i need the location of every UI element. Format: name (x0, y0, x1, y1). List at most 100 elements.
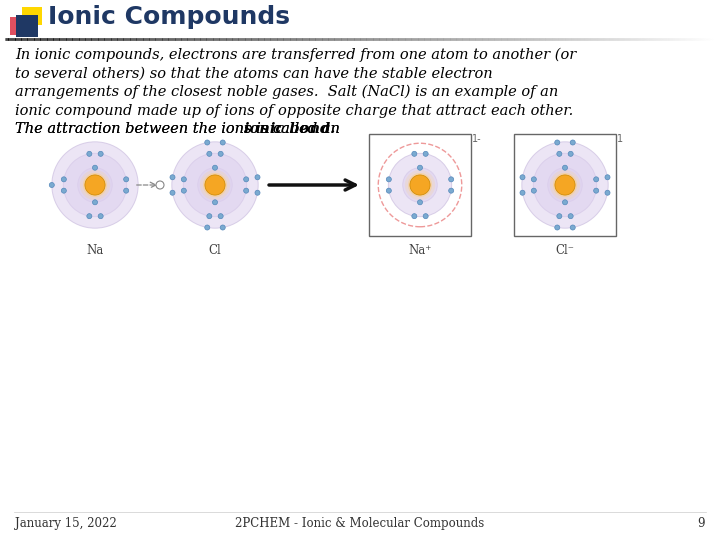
Circle shape (203, 173, 227, 197)
Circle shape (410, 175, 430, 195)
Circle shape (605, 175, 610, 180)
Circle shape (408, 173, 432, 197)
Ellipse shape (172, 142, 258, 228)
Text: to several others) so that the atoms can have the stable electron: to several others) so that the atoms can… (15, 66, 492, 80)
Bar (369, 134, 471, 236)
Circle shape (405, 170, 435, 200)
Circle shape (554, 225, 559, 230)
Ellipse shape (388, 153, 451, 217)
Circle shape (557, 214, 562, 219)
Circle shape (412, 214, 417, 219)
Text: 2PCHEM - Ionic & Molecular Compounds: 2PCHEM - Ionic & Molecular Compounds (235, 517, 485, 530)
Circle shape (205, 175, 225, 195)
Text: Cl⁻: Cl⁻ (556, 244, 575, 257)
Circle shape (207, 214, 212, 219)
Circle shape (387, 188, 392, 193)
Circle shape (49, 183, 54, 187)
Circle shape (520, 190, 525, 195)
Circle shape (200, 170, 230, 200)
FancyBboxPatch shape (10, 17, 28, 35)
Text: ionic bond.: ionic bond. (243, 122, 335, 136)
Circle shape (92, 165, 97, 170)
Circle shape (98, 214, 103, 219)
Text: The attraction between the ions is called an: The attraction between the ions is calle… (15, 122, 344, 136)
Circle shape (531, 177, 536, 182)
Circle shape (255, 175, 260, 180)
Circle shape (85, 175, 105, 195)
Circle shape (92, 200, 97, 205)
Circle shape (594, 188, 599, 193)
Ellipse shape (534, 153, 597, 217)
Circle shape (87, 214, 92, 219)
Circle shape (170, 190, 175, 195)
Circle shape (212, 200, 217, 205)
Circle shape (418, 165, 423, 170)
Bar (514, 134, 616, 236)
Circle shape (124, 177, 129, 182)
Text: 1: 1 (617, 134, 624, 144)
Circle shape (412, 151, 417, 157)
Circle shape (562, 200, 567, 205)
Text: Na⁺: Na⁺ (408, 244, 432, 257)
Text: Cl: Cl (209, 244, 221, 257)
Circle shape (156, 181, 164, 189)
Ellipse shape (63, 153, 127, 217)
Circle shape (204, 225, 210, 230)
Circle shape (80, 170, 110, 200)
Circle shape (423, 214, 428, 219)
Circle shape (449, 188, 454, 193)
Circle shape (87, 151, 92, 157)
Circle shape (124, 188, 129, 193)
Text: 9: 9 (698, 517, 705, 530)
Text: In ionic compounds, electrons are transferred from one atom to another (or: In ionic compounds, electrons are transf… (15, 48, 576, 63)
Text: 1-: 1- (472, 134, 482, 144)
Text: arrangements of the closest noble gases.  Salt (NaCl) is an example of an: arrangements of the closest noble gases.… (15, 85, 558, 99)
Circle shape (570, 225, 575, 230)
Ellipse shape (402, 168, 437, 202)
Circle shape (220, 140, 225, 145)
Ellipse shape (52, 142, 138, 228)
Circle shape (554, 140, 559, 145)
Circle shape (562, 165, 567, 170)
Text: January 15, 2022: January 15, 2022 (15, 517, 117, 530)
Text: ionic compound made up of ions of opposite charge that attract each other.: ionic compound made up of ions of opposi… (15, 104, 573, 118)
Circle shape (181, 188, 186, 193)
Circle shape (423, 151, 428, 157)
Ellipse shape (78, 168, 112, 202)
Circle shape (218, 151, 223, 157)
Ellipse shape (184, 153, 247, 217)
FancyBboxPatch shape (16, 15, 38, 37)
Circle shape (255, 190, 260, 195)
Ellipse shape (522, 142, 608, 228)
Circle shape (568, 214, 573, 219)
Text: The attraction between the ions is called an: The attraction between the ions is calle… (15, 122, 344, 136)
Circle shape (594, 177, 599, 182)
Circle shape (243, 177, 248, 182)
Circle shape (61, 188, 66, 193)
Circle shape (555, 175, 575, 195)
Circle shape (568, 151, 573, 157)
FancyBboxPatch shape (22, 7, 42, 25)
Circle shape (207, 151, 212, 157)
Circle shape (418, 200, 423, 205)
Circle shape (220, 225, 225, 230)
Circle shape (387, 177, 392, 182)
Circle shape (531, 188, 536, 193)
Circle shape (83, 173, 107, 197)
Circle shape (557, 151, 562, 157)
Circle shape (553, 173, 577, 197)
Ellipse shape (198, 168, 233, 202)
Circle shape (570, 140, 575, 145)
Circle shape (605, 190, 610, 195)
Ellipse shape (548, 168, 582, 202)
Text: Ionic Compounds: Ionic Compounds (48, 5, 290, 29)
Circle shape (170, 175, 175, 180)
Circle shape (218, 214, 223, 219)
Circle shape (550, 170, 580, 200)
Text: Na: Na (86, 244, 104, 257)
Circle shape (61, 177, 66, 182)
Circle shape (181, 177, 186, 182)
Circle shape (243, 188, 248, 193)
Circle shape (520, 175, 525, 180)
Circle shape (204, 140, 210, 145)
